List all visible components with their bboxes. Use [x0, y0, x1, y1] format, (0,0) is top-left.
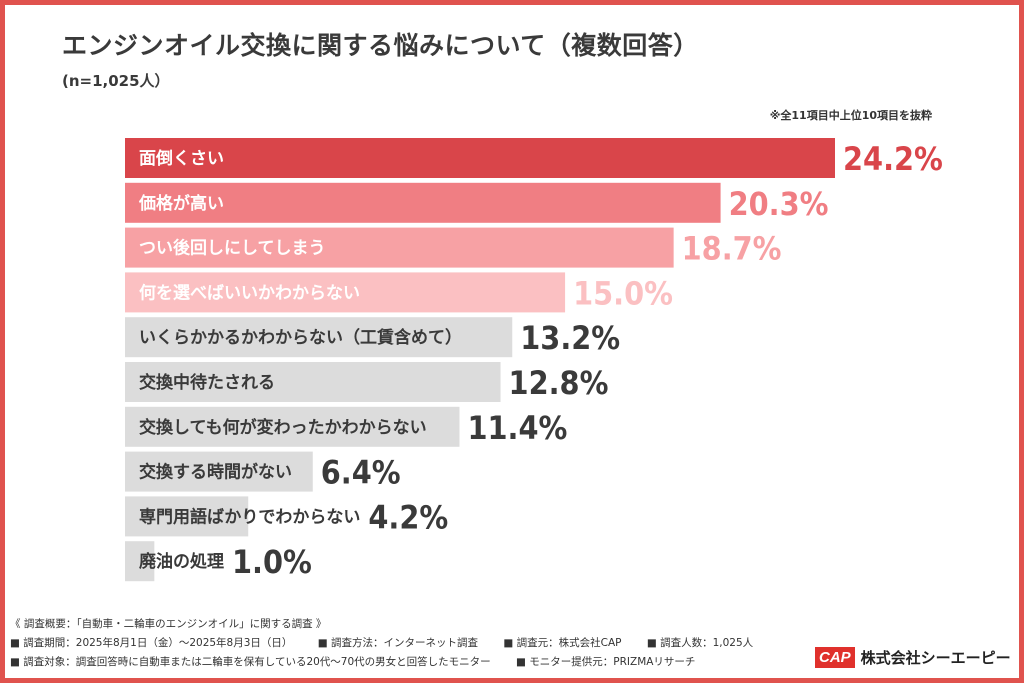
survey-source: ■ 調査元：株式会社CAP [503, 637, 622, 649]
bar-chart: 面倒くさい 24.2% 価格が高い 20.3% つい後回しにしてしまう 18.7% 何を選べ… [125, 138, 943, 582]
survey-provider: ■ モニター提供元：PRIZMAリサーチ [516, 656, 696, 668]
value-label-6: 11.4% [467, 409, 567, 447]
value-label-8: 4.2% [368, 498, 448, 536]
bar-7 [125, 451, 313, 492]
value-label-0: 24.2% [843, 140, 943, 178]
survey-method: ■ 調査方法：インターネット調査 [317, 637, 479, 649]
bar-label-8: 専門用語ばかりでわからない [139, 506, 360, 527]
bar-label-4: いくらかかるかわからない（工賃含めて） [139, 327, 462, 348]
value-label-5: 12.8% [509, 364, 609, 402]
bar-label-5: 交換中待たされる [139, 372, 275, 393]
bar-6 [125, 406, 460, 447]
bar-0 [125, 138, 835, 178]
bar-label-3: 何を選べばいいかわからない [139, 282, 360, 303]
footnote: ※全11項目中上位10項目を抜粋 [769, 109, 932, 122]
bar-3 [125, 272, 566, 313]
survey-target: ■ 調査対象：調査回答時に自動車または二輪車を保有している20代〜70代の男女と… [10, 656, 491, 668]
survey-period: ■ 調査期間：2025年8月1日（金）〜2025年8月3日（日） [10, 637, 293, 649]
bar-9 [125, 541, 155, 582]
bar-8 [125, 496, 249, 537]
bar-label-0: 面倒くさい [139, 149, 224, 169]
value-label-9: 1.0% [232, 543, 312, 581]
bar-label-2: つい後回しにしてしまう [139, 238, 326, 259]
logo-name: 株式会社シーエーピー [860, 648, 1011, 667]
bar-label-9: 廃油の処理 [139, 551, 224, 572]
value-label-1: 20.3% [729, 185, 829, 223]
survey-count: ■ 調査人数：1,025人 [646, 637, 754, 649]
sample-size: (n=1,025人） [62, 72, 170, 90]
survey-row-1: ■ 調査期間：2025年8月1日（金）〜2025年8月3日（日） ■ 調査方法：… [10, 634, 775, 653]
bar-4 [125, 317, 513, 358]
bar-label-6: 交換しても何が変わったかわからない [139, 417, 427, 438]
logo-mark: CAP [815, 646, 855, 668]
survey-summary: 《 調査概要：「自動車・二輪車のエンジンオイル」に関する調査 》 ■ 調査期間：… [10, 615, 775, 672]
bar-1 [125, 182, 721, 223]
value-label-4: 13.2% [520, 319, 620, 357]
bar-label-1: 価格が高い [138, 193, 224, 214]
bar-2 [125, 227, 674, 268]
survey-header: 《 調査概要：「自動車・二輪車のエンジンオイル」に関する調査 》 [10, 618, 327, 630]
company-logo: CAP 株式会社シーエーピー [815, 645, 1011, 669]
bar-5 [125, 362, 501, 402]
chart-title: エンジンオイル交換に関する悩みについて（複数回答） [62, 31, 699, 60]
value-label-3: 15.0% [573, 274, 673, 312]
value-label-2: 18.7% [682, 230, 782, 268]
survey-row-2: ■ 調査対象：調査回答時に自動車または二輪車を保有している20代〜70代の男女と… [10, 653, 775, 672]
bar-label-7: 交換する時間がない [139, 462, 292, 483]
value-label-7: 6.4% [321, 454, 401, 492]
